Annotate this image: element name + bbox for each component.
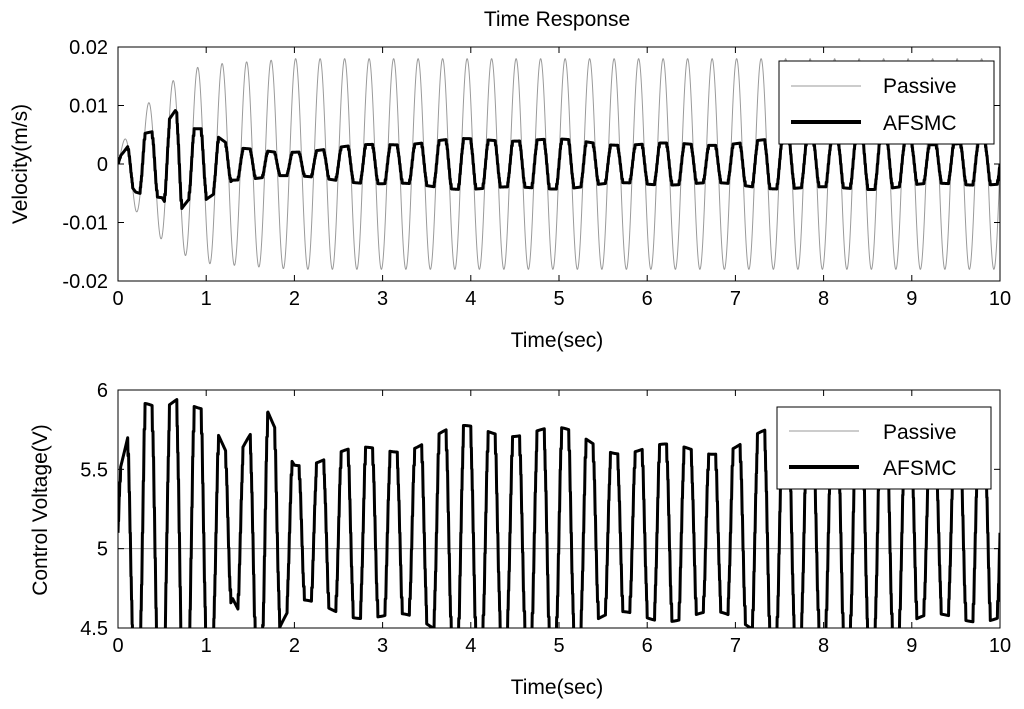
y-tick-label: 4.5: [80, 618, 108, 640]
legend: Passive AFSMC: [776, 406, 992, 490]
legend-box: [778, 60, 995, 145]
x-tick-label: 4: [465, 635, 476, 657]
x-tick-label: 6: [642, 288, 653, 310]
chart-title: Time Response: [484, 8, 630, 31]
velocity-chart: Time Response 0 1 2 3 4 5 6 7 8 9 10 -0.02 -0.01 0 0.0…: [9, 8, 1011, 352]
x-tick-label: 10: [989, 635, 1011, 657]
x-tick-label: 2: [289, 635, 300, 657]
voltage-series-group: [118, 398, 1000, 628]
x-tick-label: 4: [465, 288, 476, 310]
x-tick-label: 5: [553, 288, 564, 310]
y-axis-label: Control Voltage(V): [29, 424, 52, 596]
x-tick-label: 3: [377, 288, 388, 310]
y-tick-label: 5.5: [80, 459, 108, 481]
x-axis-label: Time(sec): [511, 329, 604, 352]
y-axis-label: Velocity(m/s): [9, 104, 32, 224]
x-tick-label: 7: [730, 635, 741, 657]
series-line-afsmc: [118, 109, 1000, 210]
legend-box: [776, 406, 992, 490]
x-tick-label: 0: [112, 635, 123, 657]
x-tick-label: 8: [818, 635, 829, 657]
y-tick-label: -0.02: [62, 271, 108, 293]
x-tick-label: 8: [818, 288, 829, 310]
x-tick-label: 9: [906, 635, 917, 657]
y-tick-label: -0.01: [62, 213, 108, 235]
x-tick-label: 5: [553, 635, 564, 657]
x-tick-label: 10: [989, 288, 1011, 310]
legend-entry-passive: Passive: [883, 75, 957, 98]
legend-entry-afsmc: AFSMC: [883, 457, 957, 480]
legend-entry-afsmc: AFSMC: [883, 112, 957, 135]
x-tick-label: 9: [906, 288, 917, 310]
series-line-afsmc: [118, 398, 1000, 628]
y-tick-label: 6: [97, 380, 108, 402]
y-tick-label: 0.01: [69, 96, 108, 118]
x-tick-label: 2: [289, 288, 300, 310]
y-tick-label: 5: [97, 539, 108, 561]
y-tick-label: 0.02: [69, 37, 108, 59]
x-tick-label: 1: [201, 635, 212, 657]
velocity-series-group: [118, 58, 1000, 270]
x-tick-label: 0: [112, 288, 123, 310]
y-tick-label: 0: [97, 154, 108, 176]
x-axis-label: Time(sec): [511, 676, 604, 699]
x-tick-label: 3: [377, 635, 388, 657]
control-voltage-chart: 0 1 2 3 4 5 6 7 8 9 10 4.5 5 5.5 6 Time(sec) Control V…: [29, 380, 1011, 699]
x-tick-label: 6: [642, 635, 653, 657]
x-tick-label: 7: [730, 288, 741, 310]
legend-entry-passive: Passive: [883, 421, 957, 444]
voltage-axes-ticks: 0 1 2 3 4 5 6 7 8 9 10 4.5 5 5.5 6: [80, 380, 1011, 657]
velocity-axes-ticks: 0 1 2 3 4 5 6 7 8 9 10 -0.02 -0.01 0 0.01 0.02: [62, 37, 1011, 310]
legend: Passive AFSMC: [778, 60, 995, 145]
x-tick-label: 1: [201, 288, 212, 310]
